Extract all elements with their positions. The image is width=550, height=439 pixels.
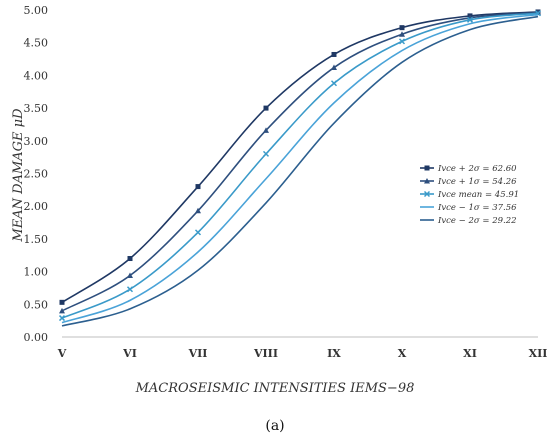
x-tick-label: X [398,347,407,360]
legend-item: Ivce − 2σ = 29.22 [420,216,517,226]
data-point [399,31,405,37]
data-point [398,38,406,45]
legend-label: Ivce mean = 45.91 [437,190,519,200]
data-point [194,229,202,236]
data-point [466,16,474,23]
x-tick-label: XII [529,347,548,360]
legend-item: Ivce + 2σ = 62.60 [420,164,517,174]
data-point [331,64,337,71]
legend-label: Ivce − 1σ = 37.56 [437,203,517,213]
legend-label: Ivce − 2σ = 29.22 [437,216,517,226]
data-point [126,286,134,293]
data-point [195,184,201,190]
x-tick-label: VIII [253,347,278,360]
x-tick-label: VI [122,347,137,360]
x-tick-label: XI [463,347,477,360]
x-axis-ticks: V VI VII VIII IX X XI XII [57,347,548,360]
series-line [61,11,539,312]
y-tick-label: 0.50 [24,298,49,311]
series-line [61,11,539,304]
data-point [58,315,66,322]
legend-marker [424,178,430,184]
legend-marker [424,165,430,171]
data-point [127,256,133,262]
legend-label: Ivce + 2σ = 62.60 [437,164,517,174]
legend-marker [423,190,431,198]
data-point [127,272,133,279]
series-group [58,9,542,327]
data-point [59,299,65,305]
series-line [61,13,539,324]
x-tick-label: IX [327,347,341,360]
data-point [262,150,270,157]
legend-label: Ivce + 1σ = 54.26 [437,177,517,187]
y-tick-label: 4.50 [24,37,49,50]
series-4 [61,13,539,324]
data-point [195,207,201,214]
series-5 [61,15,539,327]
y-tick-label: 4.00 [24,69,49,82]
series-line [61,15,539,327]
y-tick-label: 1.50 [24,233,49,246]
data-point [331,51,337,57]
series-3 [58,10,542,322]
data-point [330,80,338,87]
legend-item: Ivce − 1σ = 37.56 [420,203,517,213]
data-point [263,127,269,133]
y-tick-label: 1.00 [24,266,49,279]
y-tick-label: 2.00 [24,200,49,213]
x-axis-title: MACROSEISMIC INTENSITIES IEMS−98 [135,381,415,396]
x-tick-label: V [57,347,67,360]
data-point [263,105,269,111]
data-point [399,25,405,31]
y-tick-label: 3.00 [24,135,49,148]
legend-item: Ivce + 1σ = 54.26 [420,177,517,187]
x-tick-label: VII [188,347,208,360]
legend-item: Ivce mean = 45.91 [420,190,519,200]
y-tick-label: 5.00 [24,4,49,17]
y-axis-title: MEAN DAMAGE μD [11,108,26,243]
y-tick-label: 2.50 [24,168,49,181]
y-axis-title-text: MEAN DAMAGE μD [11,108,26,243]
series-1 [59,9,541,305]
y-axis-ticks: 0.00 0.50 1.00 1.50 2.00 2.50 3.00 3.50 4.00 4.50… [24,4,49,344]
data-point [59,307,65,314]
y-tick-label: 0.00 [24,331,49,344]
y-tick-label: 3.50 [24,102,49,115]
figure-caption: (a) [265,418,284,434]
series-line [61,12,539,319]
legend: Ivce + 2σ = 62.60 Ivce + 1σ = 54.26 Ivce m… [420,164,519,226]
